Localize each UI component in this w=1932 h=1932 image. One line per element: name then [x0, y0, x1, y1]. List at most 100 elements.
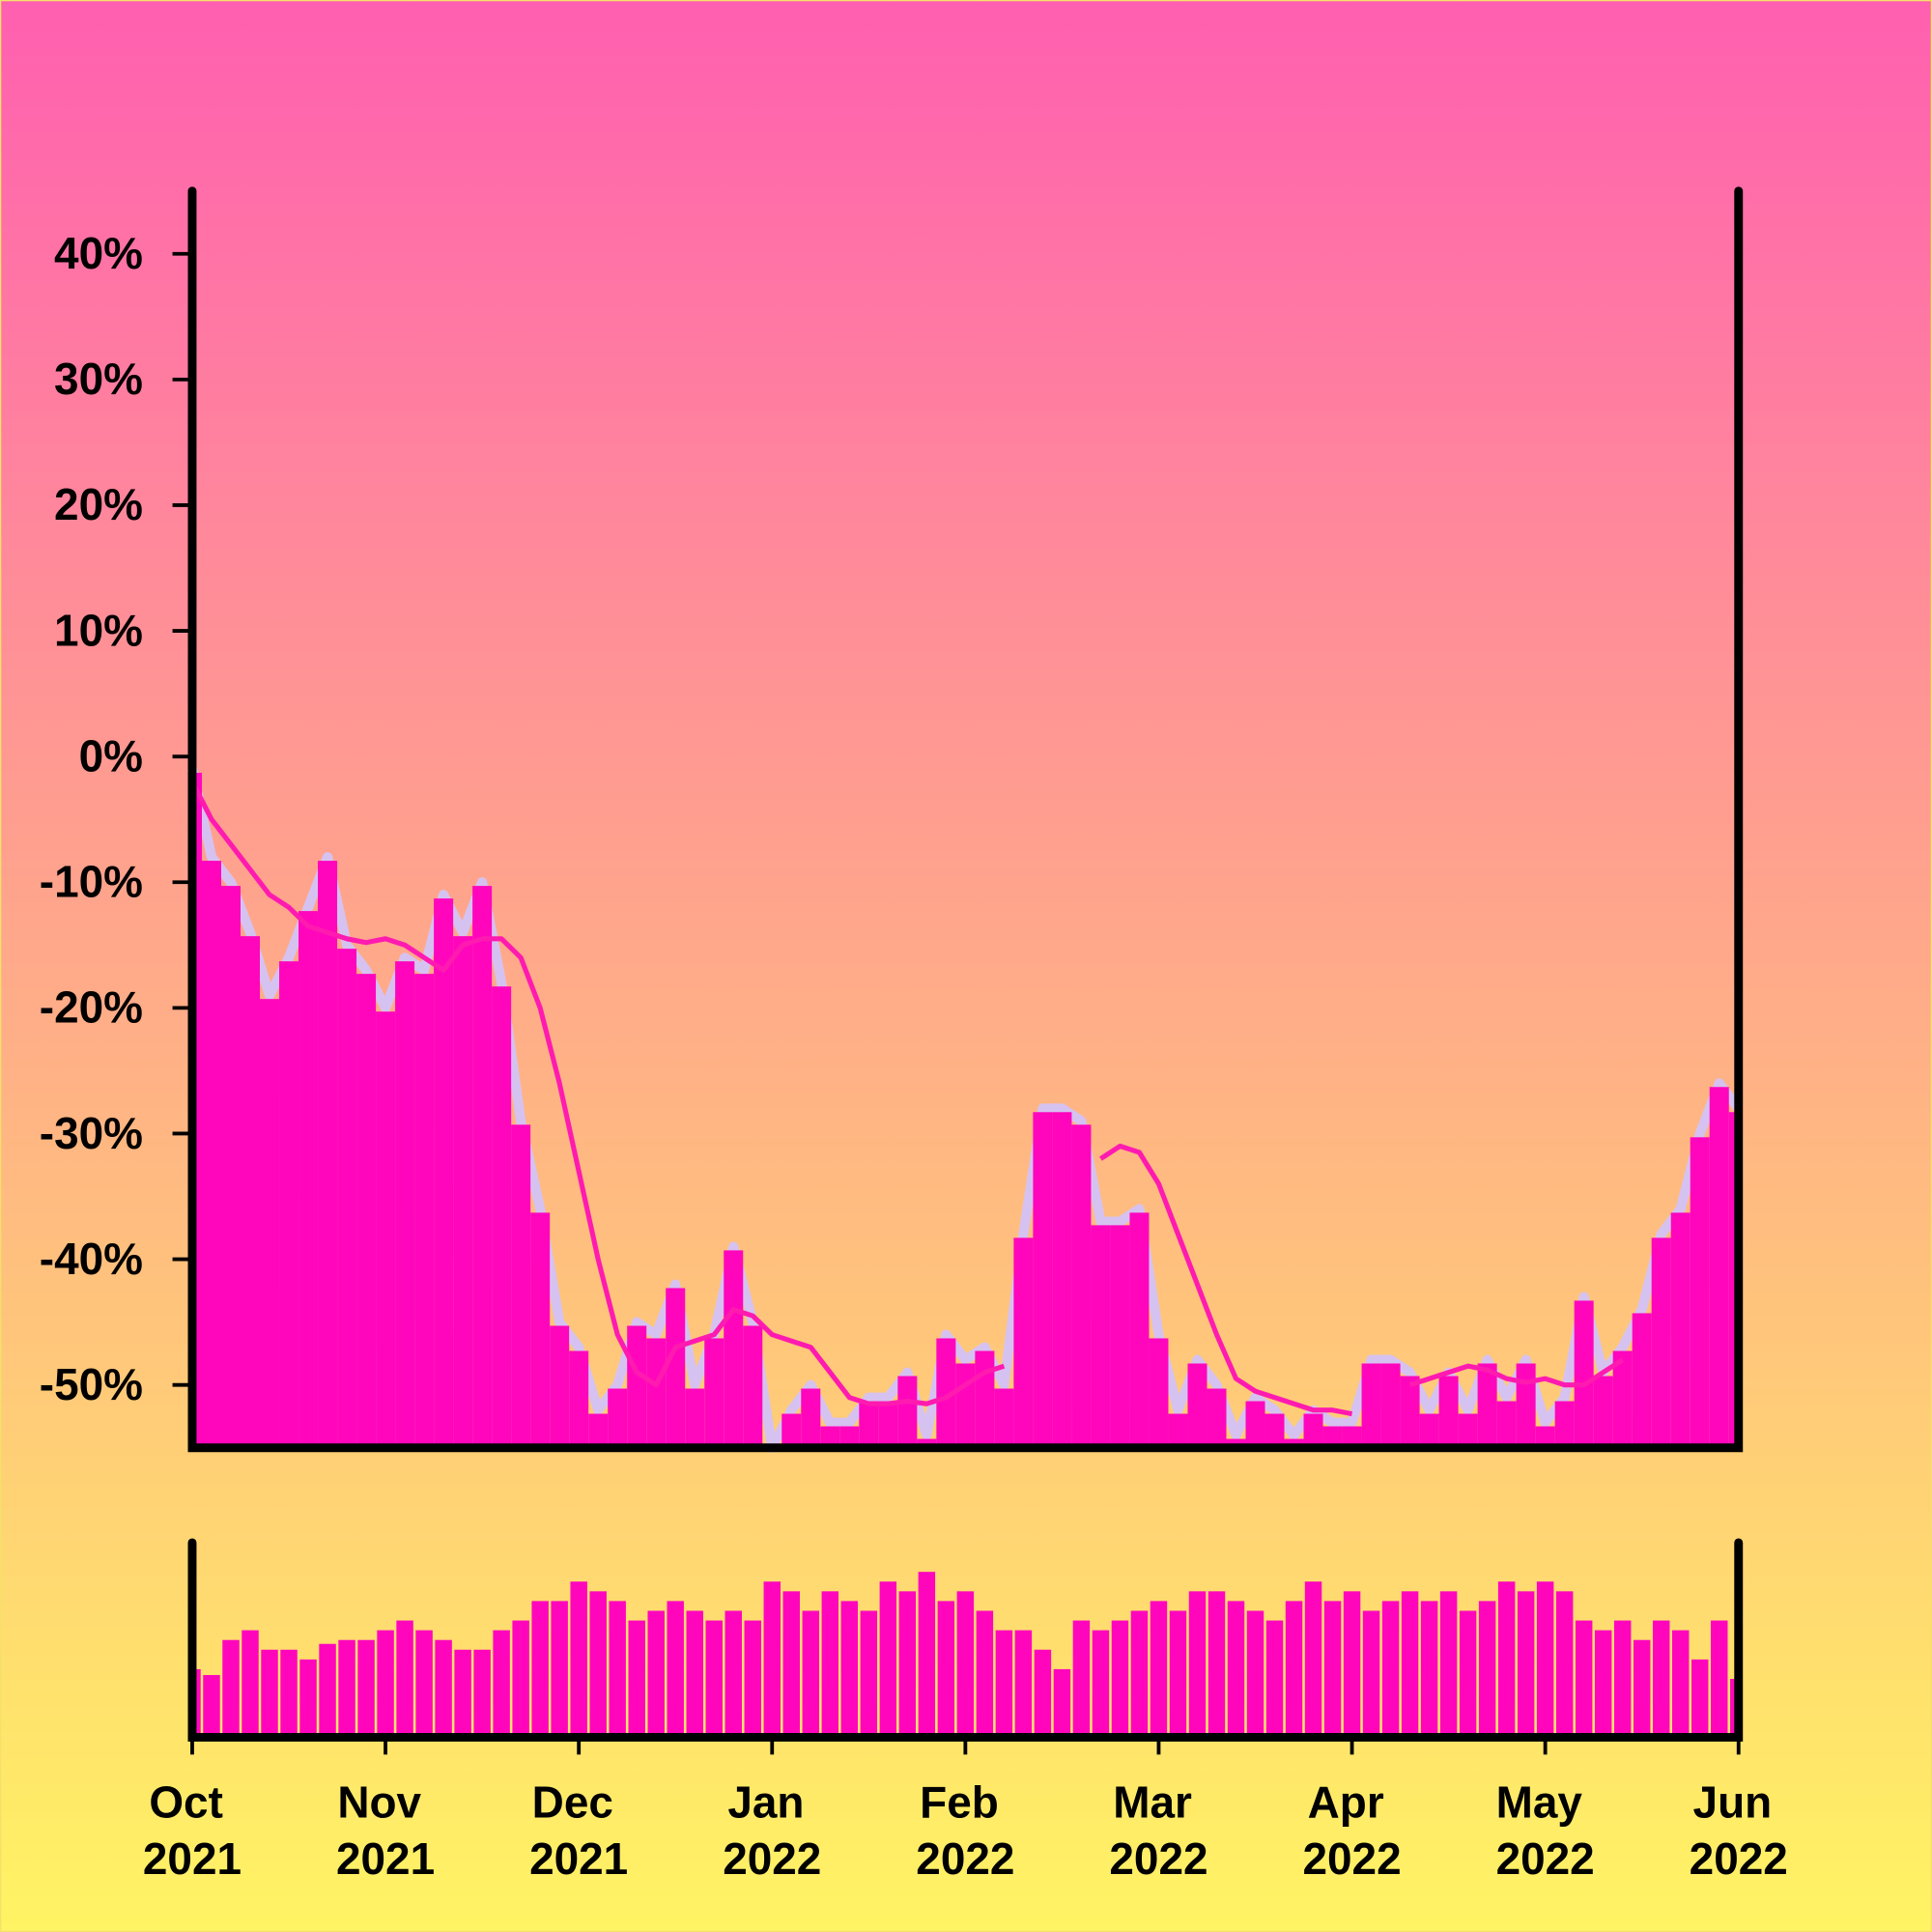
- volume-bar: [415, 1630, 433, 1738]
- area-step: [897, 1376, 918, 1448]
- area-step: [279, 961, 299, 1448]
- area-step: [191, 773, 202, 1448]
- volume-bar: [1362, 1610, 1380, 1738]
- area-step: [608, 1388, 628, 1448]
- volume-bar: [1169, 1610, 1187, 1738]
- area-step: [1496, 1401, 1517, 1448]
- volume-bar: [280, 1649, 298, 1738]
- volume-bar: [1053, 1668, 1071, 1738]
- volume-bar: [1497, 1581, 1516, 1738]
- area-step: [724, 1250, 744, 1448]
- area-step: [1670, 1212, 1690, 1448]
- y-tick-label: -10%: [40, 857, 143, 907]
- volume-bar: [1690, 1659, 1709, 1738]
- area-step: [1245, 1401, 1265, 1448]
- area-step: [1149, 1338, 1169, 1448]
- volume-bar: [782, 1591, 801, 1738]
- area-step: [1207, 1388, 1227, 1448]
- area-step: [1052, 1112, 1072, 1448]
- area-step: [1187, 1363, 1208, 1448]
- volume-bar: [1459, 1610, 1477, 1738]
- area-step: [781, 1413, 802, 1448]
- volume-bar: [995, 1630, 1013, 1738]
- area-step: [569, 1350, 589, 1448]
- area-step: [1361, 1363, 1381, 1448]
- area-step: [1226, 1438, 1246, 1448]
- volume-bar: [1014, 1630, 1033, 1738]
- x-tick-label: Nov 2021: [336, 1776, 435, 1884]
- area-step: [1071, 1124, 1092, 1448]
- volume-bar: [1285, 1601, 1303, 1738]
- area-step: [1438, 1376, 1459, 1448]
- volume-bar: [589, 1591, 607, 1738]
- volume-bar: [918, 1572, 936, 1738]
- area-step: [492, 986, 512, 1448]
- volume-bar: [802, 1610, 820, 1738]
- y-tick-label: 0%: [79, 730, 143, 781]
- volume-bar: [242, 1630, 259, 1738]
- area-step: [955, 1363, 976, 1448]
- y-tick-label: -40%: [40, 1234, 143, 1284]
- area-step: [376, 1011, 396, 1448]
- volume-bar: [1323, 1601, 1342, 1738]
- volume-bar: [1401, 1591, 1419, 1738]
- axis-frame: [187, 186, 1744, 1453]
- y-tick-label: -50%: [40, 1359, 143, 1409]
- area-step: [1264, 1413, 1285, 1448]
- area-step: [1574, 1300, 1594, 1448]
- area-step: [434, 898, 454, 1448]
- volume-bar: [1555, 1591, 1574, 1738]
- y-tick-label: 30%: [54, 354, 143, 404]
- volume-bar: [647, 1610, 665, 1738]
- x-tick-label: Mar 2022: [1109, 1776, 1208, 1884]
- area-step: [588, 1413, 609, 1448]
- area-step: [743, 1325, 763, 1448]
- area-step: [1091, 1225, 1111, 1448]
- area-step: [1419, 1413, 1439, 1448]
- volume-bar: [1381, 1601, 1400, 1738]
- area-step: [1477, 1363, 1497, 1448]
- volume-bar: [1150, 1601, 1168, 1738]
- volume-bar: [299, 1659, 317, 1738]
- volume-bar: [1227, 1601, 1245, 1738]
- area-step: [646, 1338, 667, 1448]
- volume-bar: [1613, 1620, 1632, 1738]
- volume-bar: [1420, 1601, 1438, 1738]
- area-step: [298, 911, 319, 1448]
- area-step: [1709, 1087, 1729, 1448]
- volume-bar: [1130, 1610, 1149, 1738]
- y-tick-label: 40%: [54, 228, 143, 278]
- volume-bar: [454, 1649, 471, 1738]
- volume-bar: [1633, 1639, 1651, 1738]
- volume-bar: [1034, 1649, 1052, 1738]
- volume-bar: [1208, 1591, 1226, 1738]
- area-step: [550, 1325, 570, 1448]
- volume-bar: [840, 1601, 859, 1738]
- area-step: [1342, 1426, 1362, 1448]
- area-step: [1400, 1376, 1420, 1448]
- volume-bar: [628, 1620, 645, 1738]
- area-step: [201, 861, 221, 1448]
- area-step: [1612, 1350, 1633, 1448]
- area-step: [704, 1338, 724, 1448]
- area-step: [839, 1426, 860, 1448]
- area-step: [917, 1438, 937, 1448]
- area-step: [878, 1401, 898, 1448]
- volume-bar: [1652, 1620, 1670, 1738]
- area-step: [820, 1426, 840, 1448]
- y-tick-label: 20%: [54, 479, 143, 529]
- volume-bar: [435, 1639, 452, 1738]
- volume-bar: [531, 1601, 549, 1738]
- area-step: [1168, 1413, 1188, 1448]
- volume-bar: [1671, 1630, 1690, 1738]
- area-step: [1516, 1363, 1536, 1448]
- x-tick-label: May 2022: [1496, 1776, 1595, 1884]
- area-step: [994, 1388, 1014, 1448]
- area-step: [975, 1350, 995, 1448]
- area-step: [1033, 1112, 1053, 1448]
- volume-bar: [319, 1643, 336, 1738]
- volume-bar: [1730, 1679, 1738, 1738]
- volume-bar: [1711, 1620, 1728, 1738]
- volume-bar: [338, 1639, 355, 1738]
- volume-bar: [705, 1620, 723, 1738]
